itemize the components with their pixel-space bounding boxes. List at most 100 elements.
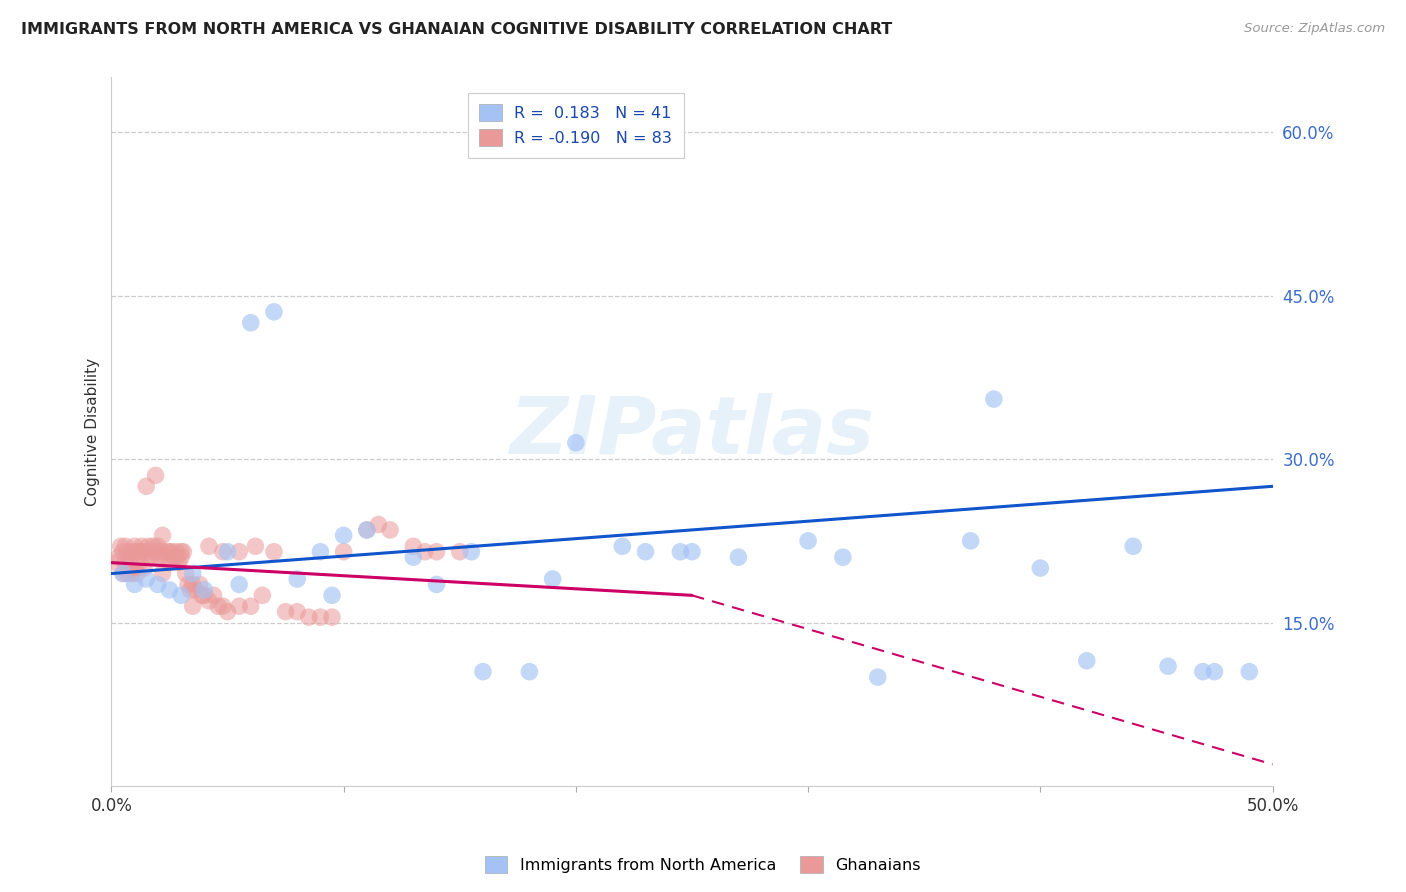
Point xyxy=(165,545,187,559)
Point xyxy=(111,545,134,559)
Legend: R =  0.183   N = 41, R = -0.190   N = 83: R = 0.183 N = 41, R = -0.190 N = 83 xyxy=(468,93,683,158)
Point xyxy=(565,435,588,450)
Point xyxy=(321,610,343,624)
Point xyxy=(1192,665,1215,679)
Point xyxy=(146,539,169,553)
Point xyxy=(217,605,239,619)
Point xyxy=(402,550,425,565)
Point xyxy=(356,523,378,537)
Point xyxy=(425,577,447,591)
Point xyxy=(198,539,221,553)
Point xyxy=(191,588,214,602)
Point xyxy=(159,582,181,597)
Point xyxy=(425,545,447,559)
Point xyxy=(170,588,193,602)
Point xyxy=(160,545,183,559)
Point xyxy=(239,316,262,330)
Point xyxy=(1122,539,1144,553)
Point xyxy=(378,523,401,537)
Point xyxy=(170,550,193,565)
Point xyxy=(124,561,146,575)
Point xyxy=(118,550,141,565)
Point xyxy=(212,599,235,614)
Point xyxy=(612,539,634,553)
Point xyxy=(298,610,321,624)
Point xyxy=(159,545,181,559)
Point xyxy=(245,539,267,553)
Point xyxy=(252,588,274,602)
Text: IMMIGRANTS FROM NORTH AMERICA VS GHANAIAN COGNITIVE DISABILITY CORRELATION CHART: IMMIGRANTS FROM NORTH AMERICA VS GHANAIA… xyxy=(21,22,893,37)
Point xyxy=(177,577,200,591)
Point xyxy=(193,582,215,597)
Point xyxy=(165,550,187,565)
Point xyxy=(107,550,129,565)
Point xyxy=(1239,665,1261,679)
Point xyxy=(309,545,332,559)
Point xyxy=(111,566,134,581)
Point xyxy=(217,545,239,559)
Point xyxy=(228,577,250,591)
Point xyxy=(634,545,657,559)
Point xyxy=(198,594,221,608)
Point xyxy=(145,468,167,483)
Point xyxy=(1204,665,1226,679)
Point xyxy=(797,533,820,548)
Point xyxy=(170,545,193,559)
Point xyxy=(681,545,703,559)
Point xyxy=(181,577,204,591)
Point xyxy=(135,545,157,559)
Point xyxy=(117,545,139,559)
Point xyxy=(138,539,160,553)
Point xyxy=(263,305,285,319)
Point xyxy=(139,550,162,565)
Point xyxy=(135,572,157,586)
Y-axis label: Cognitive Disability: Cognitive Disability xyxy=(86,358,100,506)
Point xyxy=(274,605,297,619)
Point xyxy=(727,550,749,565)
Point xyxy=(135,479,157,493)
Point xyxy=(146,545,169,559)
Point xyxy=(1076,654,1098,668)
Point xyxy=(460,545,482,559)
Point xyxy=(152,545,174,559)
Point xyxy=(110,539,132,553)
Point xyxy=(193,588,215,602)
Point xyxy=(128,556,150,570)
Point xyxy=(1157,659,1180,673)
Point xyxy=(121,566,143,581)
Point xyxy=(239,599,262,614)
Point xyxy=(228,545,250,559)
Legend: Immigrants from North America, Ghanaians: Immigrants from North America, Ghanaians xyxy=(478,849,928,880)
Point xyxy=(152,528,174,542)
Point xyxy=(132,561,155,575)
Point xyxy=(356,523,378,537)
Point xyxy=(172,545,194,559)
Point xyxy=(181,599,204,614)
Point xyxy=(402,539,425,553)
Point xyxy=(228,599,250,614)
Point xyxy=(285,605,308,619)
Point xyxy=(321,588,343,602)
Point xyxy=(138,550,160,565)
Point xyxy=(156,545,179,559)
Point xyxy=(309,610,332,624)
Point xyxy=(832,550,855,565)
Point xyxy=(121,545,143,559)
Point xyxy=(128,545,150,559)
Point xyxy=(146,577,169,591)
Point xyxy=(125,545,148,559)
Point xyxy=(207,599,229,614)
Point xyxy=(131,545,153,559)
Point xyxy=(174,566,197,581)
Point xyxy=(202,588,225,602)
Point xyxy=(124,577,146,591)
Point xyxy=(163,550,186,565)
Point xyxy=(263,545,285,559)
Point xyxy=(983,392,1005,406)
Point xyxy=(159,556,181,570)
Point xyxy=(541,572,564,586)
Point xyxy=(105,556,128,570)
Point xyxy=(959,533,981,548)
Point xyxy=(285,572,308,586)
Point xyxy=(152,566,174,581)
